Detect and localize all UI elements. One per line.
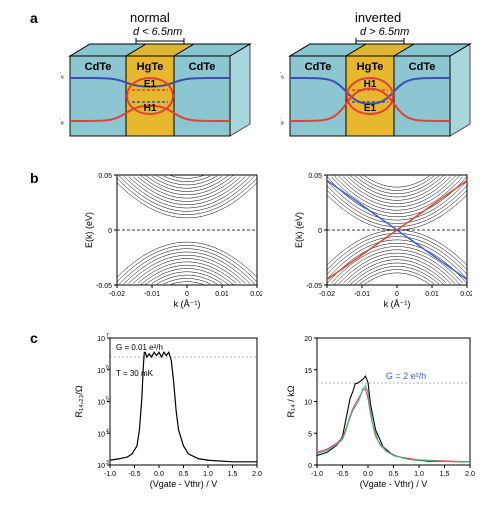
svg-text:-0.05: -0.05 (306, 283, 322, 290)
svg-text:-0.5: -0.5 (336, 471, 348, 478)
svg-text:E1: E1 (144, 79, 157, 90)
svg-text:0.05: 0.05 (98, 173, 112, 180)
svg-text:10: 10 (97, 431, 105, 438)
transport-plot-left: -1.0-0.50.00.51.01.52.0103104105106107(V… (72, 330, 262, 490)
svg-text:CdTe: CdTe (305, 61, 332, 73)
svg-text:0: 0 (185, 291, 189, 298)
svg-text:R₁₄,₂₃/Ω: R₁₄,₂₃/Ω (74, 385, 84, 417)
transport-plot-right: -1.0 -0.5 0.0 0.5 1.0 1.5 2.0 0 5 10 15 20 (Vgate - … (285, 330, 475, 490)
svg-text:1.5: 1.5 (228, 471, 238, 478)
panel-label-a: a (30, 10, 38, 26)
svg-text:0: 0 (308, 463, 312, 470)
svg-text:(Vgate - Vthr) / V: (Vgate - Vthr) / V (150, 479, 218, 489)
svg-text:E1: E1 (364, 103, 377, 114)
svg-text:HgTe: HgTe (137, 61, 164, 73)
slab-diagram-inverted: CdTe HgTe CdTe Γ₆ Γ₈ H1 E1 (280, 38, 480, 158)
svg-text:0.05: 0.05 (308, 173, 322, 180)
header-inverted: inverted (355, 10, 401, 25)
svg-text:0: 0 (108, 228, 112, 235)
svg-text:0.5: 0.5 (179, 471, 189, 478)
svg-text:0.02: 0.02 (460, 291, 472, 298)
svg-text:G = 0.01 e²/h: G = 0.01 e²/h (116, 343, 163, 352)
d-label-left: d < 6.5nm (133, 26, 182, 38)
svg-text:0.02: 0.02 (250, 291, 262, 298)
svg-text:CdTe: CdTe (409, 61, 436, 73)
svg-text:-0.5: -0.5 (128, 471, 140, 478)
svg-text:5: 5 (106, 397, 109, 403)
svg-text:2.0: 2.0 (465, 471, 475, 478)
panel-label-c: c (30, 330, 38, 346)
svg-text:(Vgate - Vthr) / V: (Vgate - Vthr) / V (360, 479, 428, 489)
svg-text:Γ₈: Γ₈ (60, 117, 64, 126)
svg-text:3: 3 (106, 460, 109, 466)
slab-diagram-normal: CdTe HgTe CdTe Γ₆ Γ₈ E1 H1 (60, 38, 260, 158)
svg-text:0.0: 0.0 (154, 471, 164, 478)
svg-text:7: 7 (106, 333, 109, 339)
svg-text:10: 10 (304, 400, 312, 407)
header-normal: normal (130, 10, 170, 25)
svg-text:Γ₆: Γ₆ (280, 71, 284, 80)
d-label-right: d > 6.5nm (360, 26, 409, 38)
svg-text:0.01: 0.01 (425, 291, 439, 298)
svg-text:E(k) (eV): E(k) (eV) (84, 212, 94, 248)
panel-label-b: b (30, 170, 39, 186)
svg-text:0.01: 0.01 (215, 291, 229, 298)
svg-text:5: 5 (308, 431, 312, 438)
svg-text:CdTe: CdTe (189, 61, 216, 73)
svg-text:H1: H1 (364, 79, 377, 90)
svg-text:10: 10 (97, 400, 105, 407)
svg-text:0: 0 (395, 291, 399, 298)
svg-text:Γ₈: Γ₈ (280, 117, 284, 126)
svg-text:0.5: 0.5 (389, 471, 399, 478)
svg-text:6: 6 (106, 365, 109, 371)
svg-text:CdTe: CdTe (85, 61, 112, 73)
svg-text:1.0: 1.0 (203, 471, 213, 478)
svg-text:10: 10 (97, 336, 105, 343)
svg-text:-0.01: -0.01 (354, 291, 370, 298)
svg-text:20: 20 (304, 336, 312, 343)
svg-text:HgTe: HgTe (357, 61, 384, 73)
band-structure-normal: -0.02 -0.01 0 0.01 0.02 -0.05 0 0.05 k (Å⁻¹) E(k)… (82, 170, 262, 310)
svg-text:G = 2 e²/h: G = 2 e²/h (386, 371, 426, 381)
svg-text:k (Å⁻¹): k (Å⁻¹) (174, 299, 201, 309)
svg-text:-0.02: -0.02 (319, 291, 335, 298)
svg-text:-1.0: -1.0 (311, 471, 323, 478)
svg-text:15: 15 (304, 368, 312, 375)
svg-text:Γ₆: Γ₆ (60, 71, 64, 80)
svg-text:k (Å⁻¹): k (Å⁻¹) (384, 299, 411, 309)
svg-text:0.0: 0.0 (363, 471, 373, 478)
svg-text:2.0: 2.0 (252, 471, 262, 478)
svg-text:-0.05: -0.05 (96, 283, 112, 290)
svg-text:H1: H1 (144, 103, 157, 114)
svg-text:10: 10 (97, 368, 105, 375)
svg-text:-0.01: -0.01 (144, 291, 160, 298)
svg-text:10: 10 (97, 463, 105, 470)
svg-text:1.5: 1.5 (440, 471, 450, 478)
svg-text:T = 30 mK: T = 30 mK (116, 369, 154, 378)
svg-text:4: 4 (106, 428, 109, 434)
svg-text:-1.0: -1.0 (104, 471, 116, 478)
svg-text:R₁₄ / kΩ: R₁₄ / kΩ (286, 385, 296, 417)
band-structure-inverted: -0.02 -0.01 0 0.01 0.02 -0.05 0 0.05 k (Å⁻¹) E(k)… (292, 170, 472, 310)
svg-text:1.0: 1.0 (414, 471, 424, 478)
svg-text:-0.02: -0.02 (109, 291, 125, 298)
svg-text:0: 0 (318, 228, 322, 235)
svg-text:E(k) (eV): E(k) (eV) (294, 212, 304, 248)
